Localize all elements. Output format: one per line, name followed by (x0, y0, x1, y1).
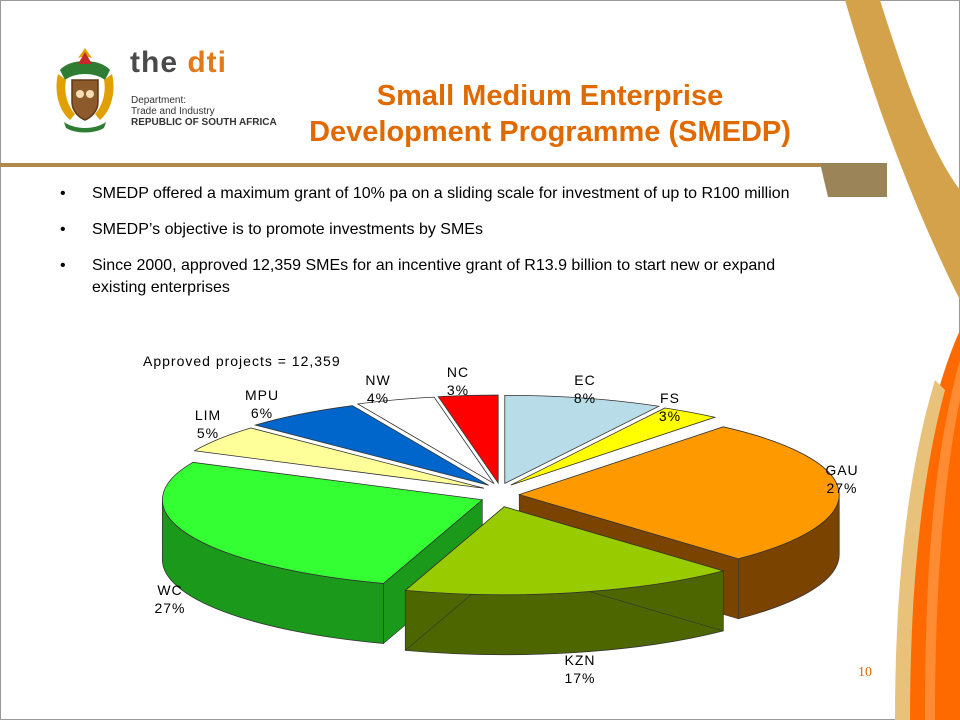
dept-line-3: REPUBLIC OF SOUTH AFRICA (131, 117, 277, 128)
slice-label-mpu: MPU (245, 387, 279, 403)
slice-value-kzn: 17% (564, 670, 595, 686)
slice-value-wc: 27% (154, 600, 185, 616)
pie-slice-nw (356, 396, 495, 484)
bullet-item: Since 2000, approved 12,359 SMEs for an … (60, 255, 820, 299)
title-line-1: Small Medium Enterprise (376, 80, 724, 112)
slice-value-fs: 3% (659, 408, 681, 424)
slice-value-ec: 8% (574, 390, 596, 406)
header-divider (0, 163, 887, 167)
pie-slice-lim (193, 427, 485, 489)
slice-label-lim: LIM (195, 407, 221, 423)
slice-label-wc: WC (157, 582, 182, 598)
pie-slice-fs (510, 407, 717, 486)
slice-value-gau: 27% (826, 480, 857, 496)
pie-slice-mpu (253, 405, 489, 486)
slice-label-ec: EC (574, 372, 595, 388)
orange-swoosh-inner (925, 360, 960, 720)
coat-of-arms-icon (56, 48, 114, 133)
slice-label-gau: GAU (825, 462, 858, 478)
slice-label-kzn: KZN (565, 652, 596, 668)
brand-wordmark: the dti (130, 46, 227, 80)
slice-label-nc: NC (447, 364, 469, 380)
pie-slice-gau (517, 426, 840, 560)
slice-label-nw: NW (365, 372, 390, 388)
slice-value-lim: 5% (197, 425, 219, 441)
brand-the: the (130, 46, 178, 79)
bullet-item: SMEDP’s objective is to promote investme… (60, 219, 820, 241)
brand-dti: dti (187, 46, 227, 79)
slice-value-nc: 3% (447, 382, 469, 398)
slice-value-nw: 4% (367, 390, 389, 406)
title-line-2: Development Programme (SMEDP) (309, 116, 791, 148)
pie-slice-kzn (404, 506, 725, 596)
chart-title: Approved projects = 12,359 (143, 353, 341, 369)
department-label: Department: Trade and Industry REPUBLIC … (131, 95, 281, 128)
slide-title: Small Medium Enterprise Development Prog… (225, 78, 875, 150)
gold-swoosh (845, 0, 960, 300)
slice-value-mpu: 6% (251, 405, 273, 421)
dti-logo: the dti Department: Trade and Industry R… (50, 40, 280, 140)
bullet-item: SMEDP offered a maximum grant of 10% pa … (60, 183, 820, 205)
gold-swoosh-lower (895, 380, 945, 720)
pie-slice-ec (504, 394, 661, 485)
slice-label-fs: FS (660, 390, 680, 406)
pie-slice-nc (437, 394, 499, 485)
pie-chart: Approved projects = 12,359 EC 8% FS 3% GAU 27… (143, 353, 858, 686)
bullet-list: SMEDP offered a maximum grant of 10% pa … (60, 183, 820, 313)
dept-line-2: Trade and Industry (131, 106, 215, 117)
header-divider-tab (820, 163, 887, 197)
page-number: 10 (858, 665, 872, 680)
dept-line-1: Department: (131, 95, 187, 106)
pie-slice-wc (162, 461, 484, 584)
